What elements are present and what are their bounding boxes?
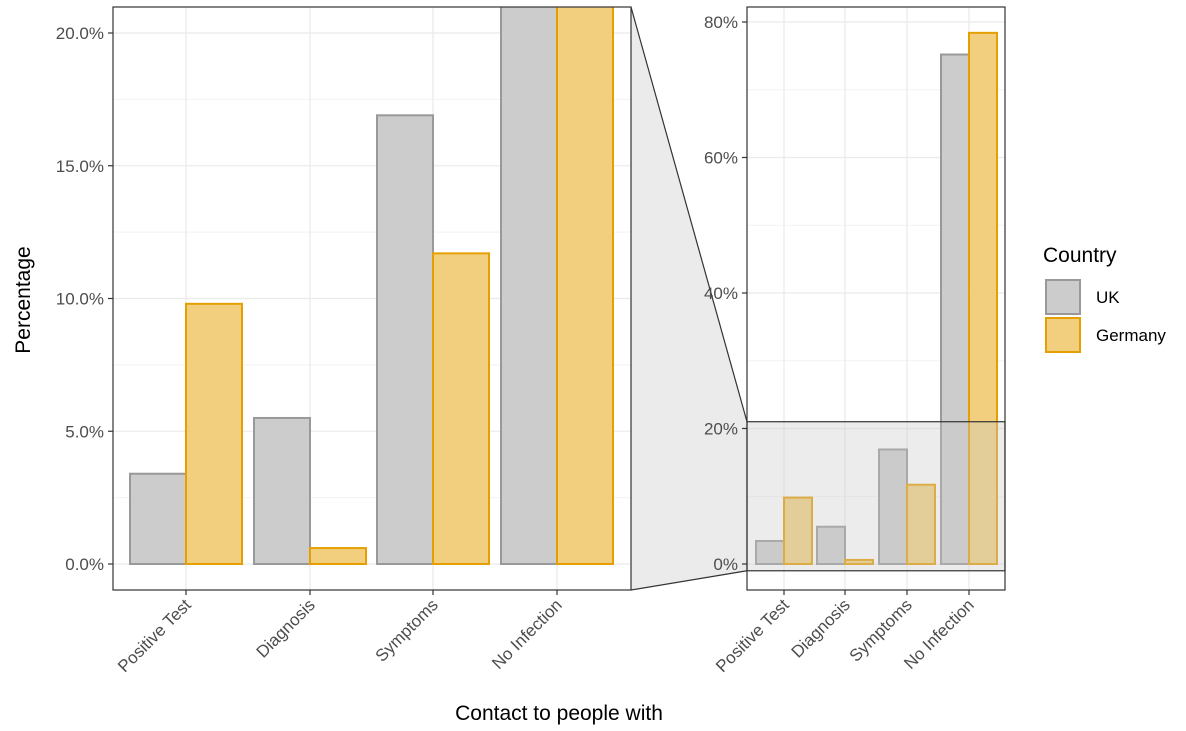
bar-uk-no-infection: [500, 7, 558, 565]
zoom-connector: [630, 6, 748, 591]
y-tick-label: 20%: [704, 420, 738, 439]
bar-uk-positive-test: [129, 472, 187, 566]
y-tick-label: 40%: [704, 284, 738, 303]
full-panel-border: [746, 6, 1006, 591]
bar-uk-symptoms: [376, 114, 434, 566]
bar-germany-symptoms: [906, 483, 936, 566]
legend-key-germany: [1045, 317, 1081, 353]
full-panel-y-ticks: 0% 20% 40% 60% 80%: [704, 13, 747, 574]
full-panel-bars: [755, 31, 998, 566]
bar-uk-symptoms: [878, 448, 908, 565]
legend-key-uk: [1045, 279, 1081, 315]
zoom-connector-line: [630, 6, 748, 422]
y-tick-label: 5.0%: [65, 422, 104, 441]
zoom-connector-fill: [631, 7, 747, 590]
y-tick-label: 60%: [704, 149, 738, 168]
legend: Country UK Germany: [1043, 244, 1166, 353]
bar-germany-positive-test: [185, 302, 243, 565]
legend-items: UK Germany: [1045, 279, 1166, 353]
full-panel: 0% 20% 40% 60% 80% Positive TestDiagnosisSym…: [704, 6, 1006, 676]
x-tick-label: Positive Test: [114, 595, 195, 676]
y-tick-label: 20.0%: [56, 24, 104, 43]
zoom-region-highlight: [746, 421, 1006, 572]
bar-germany-no-infection: [968, 31, 998, 565]
y-tick-label: 80%: [704, 13, 738, 32]
zoom-connector-line: [630, 570, 748, 591]
legend-label-germany: Germany: [1096, 326, 1166, 345]
zoomed-panel-bars: [129, 7, 614, 566]
zoomed-panel: 0.0% 5.0% 10.0% 15.0% 20.0% Positive Test Dia…: [56, 6, 632, 676]
y-tick-label: 10.0%: [56, 290, 104, 309]
x-axis-title: Contact to people with: [455, 702, 663, 725]
legend-label-uk: UK: [1096, 288, 1120, 307]
x-tick-label: Symptoms: [372, 595, 442, 665]
bar-uk-no-infection: [940, 53, 970, 566]
bar-germany-symptoms: [432, 252, 490, 566]
bar-germany-diagnosis: [844, 558, 874, 565]
x-tick-label: Diagnosis: [788, 595, 854, 661]
zoomed-panel-y-ticks: 0.0% 5.0% 10.0% 15.0% 20.0%: [56, 24, 113, 574]
x-tick-label: Positive Test: [712, 595, 793, 676]
y-tick-label: 0%: [713, 555, 738, 574]
x-tick-label: No Infection: [488, 595, 566, 673]
bar-uk-diagnosis: [816, 525, 846, 565]
bar-germany-diagnosis: [309, 547, 367, 566]
bar-uk-diagnosis: [253, 416, 311, 565]
legend-title: Country: [1043, 244, 1117, 267]
bar-germany-no-infection: [556, 7, 614, 565]
bar-germany-positive-test: [783, 496, 813, 566]
y-axis-title: Percentage: [12, 246, 35, 353]
x-tick-label: Diagnosis: [253, 595, 319, 661]
y-tick-label: 15.0%: [56, 157, 104, 176]
y-tick-label: 0.0%: [65, 555, 104, 574]
zoomed-panel-x-ticks: Positive Test Diagnosis Symptoms No Infecti…: [114, 590, 566, 676]
